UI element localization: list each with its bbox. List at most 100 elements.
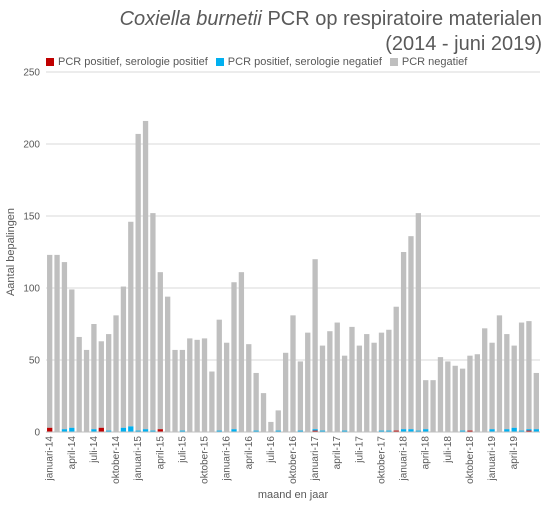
y-tick-label: 250 (23, 68, 40, 79)
bar-s2-m21 (201, 338, 208, 432)
bar-s1-m49 (408, 429, 414, 432)
x-tick-label: oktober-17 (376, 436, 387, 484)
bar-s2-m11 (128, 221, 134, 427)
legend-label-pos-pos: PCR positief, serologie positief (58, 56, 208, 68)
bar-s2-m51 (423, 380, 429, 430)
bar-s2-m31 (275, 410, 281, 431)
bar-s0-m65 (526, 430, 532, 432)
bar-s2-m40 (341, 355, 348, 431)
y-tick-label: 100 (23, 284, 40, 295)
bar-s2-m0 (47, 254, 53, 428)
bar-s2-m20 (194, 339, 200, 432)
bar-s2-m15 (157, 272, 163, 430)
bar-s2-m8 (106, 334, 112, 431)
bar-s2-m5 (83, 349, 90, 432)
bar-s2-m1 (54, 254, 60, 432)
bar-s2-m7 (98, 341, 104, 428)
bar-s1-m40 (341, 430, 348, 432)
x-tick-label: april-18 (421, 436, 432, 470)
x-axis-title: maand en jaar (258, 489, 329, 501)
bar-s2-m64 (518, 322, 525, 431)
bar-s2-m59 (482, 328, 488, 432)
bar-s2-m66 (533, 372, 539, 430)
bar-s1-m3 (69, 427, 75, 432)
x-tick-label: januari-15 (133, 436, 144, 482)
bar-s2-m24 (223, 342, 230, 432)
bar-s0-m36 (312, 430, 318, 432)
legend-swatch-pos-pos (46, 58, 54, 66)
bar-s2-m26 (238, 272, 245, 432)
bar-s2-m48 (400, 252, 407, 430)
x-tick-label: juli-15 (177, 436, 188, 464)
bar-s2-m62 (504, 334, 510, 430)
bar-s2-m38 (327, 331, 333, 432)
bar-s1-m45 (378, 430, 385, 432)
bar-s1-m18 (179, 430, 186, 432)
x-tick-label: januari-19 (487, 436, 498, 482)
bar-s1-m8 (106, 430, 112, 432)
bar-s2-m56 (459, 368, 466, 431)
bar-s2-m27 (246, 344, 252, 432)
x-tick-label: oktober-16 (288, 436, 299, 484)
bar-s2-m16 (165, 296, 171, 432)
y-tick-label: 50 (29, 356, 41, 367)
bar-s2-m61 (496, 315, 503, 432)
bar-s1-m48 (400, 429, 407, 432)
bar-s1-m23 (216, 430, 222, 432)
bar-s1-m51 (423, 429, 429, 432)
bar-s2-m6 (91, 324, 97, 430)
bar-s2-m12 (135, 133, 141, 431)
bar-s1-m6 (91, 429, 97, 432)
x-tick-label: april-16 (244, 436, 255, 470)
x-tick-label: januari-18 (399, 436, 410, 482)
bar-s0-m57 (467, 430, 473, 432)
bar-s2-m9 (113, 315, 119, 432)
bar-s2-m32 (282, 352, 289, 432)
x-tick-label: januari-16 (222, 436, 233, 482)
bar-s0-m0 (47, 427, 53, 432)
bar-s1-m65 (526, 429, 532, 431)
bar-s1-m66 (533, 429, 539, 432)
bar-s2-m22 (209, 371, 215, 432)
bar-s2-m23 (216, 319, 222, 431)
bar-s2-m14 (150, 213, 156, 431)
bar-s1-m14 (150, 430, 156, 432)
bar-s1-m37 (319, 430, 326, 432)
bar-s2-m57 (467, 355, 473, 431)
bar-s2-m19 (187, 338, 193, 432)
bar-s1-m12 (135, 430, 141, 432)
legend-label-neg: PCR negatief (401, 56, 468, 68)
bar-s2-m58 (474, 354, 480, 432)
bar-s2-m13 (142, 120, 149, 430)
bar-s1-m63 (511, 427, 517, 432)
legend-item-pos-pos: PCR positief, serologie positief (46, 56, 208, 68)
x-tick-label: april-15 (155, 436, 166, 470)
bar-s2-m36 (312, 259, 318, 430)
bar-s2-m52 (430, 380, 436, 432)
chart-title-italic: Coxiella burnetii (119, 8, 262, 30)
bar-s1-m46 (386, 430, 392, 432)
bar-s2-m4 (76, 336, 82, 432)
bar-s1-m60 (489, 429, 495, 432)
x-tick-label: juli-17 (354, 436, 365, 464)
bar-s2-m28 (253, 372, 259, 431)
bar-s2-m55 (452, 365, 458, 432)
bar-s0-m15 (157, 429, 163, 432)
x-tick-label: juli-18 (443, 436, 454, 464)
bar-s1-m13 (142, 429, 149, 432)
x-tick-label: oktober-18 (465, 436, 476, 484)
bar-s1-m50 (415, 430, 421, 432)
bar-s2-m44 (371, 342, 377, 432)
bar-s1-m36 (312, 429, 318, 431)
legend-swatch-pos-neg (215, 58, 224, 66)
y-axis-title: Aantal bepalingen (5, 208, 17, 296)
x-tick-label: juli-14 (89, 436, 100, 464)
bar-s2-m10 (120, 286, 127, 428)
legend-label-pos-neg: PCR positief, serologie negatief (227, 56, 382, 68)
bar-s1-m62 (504, 429, 510, 432)
x-tick-label: juli-16 (266, 436, 277, 464)
x-tick-label: oktober-14 (111, 436, 122, 484)
bar-s1-m11 (128, 426, 134, 432)
chart-title: Coxiella burnetii PCR op respiratoire ma… (0, 8, 542, 30)
